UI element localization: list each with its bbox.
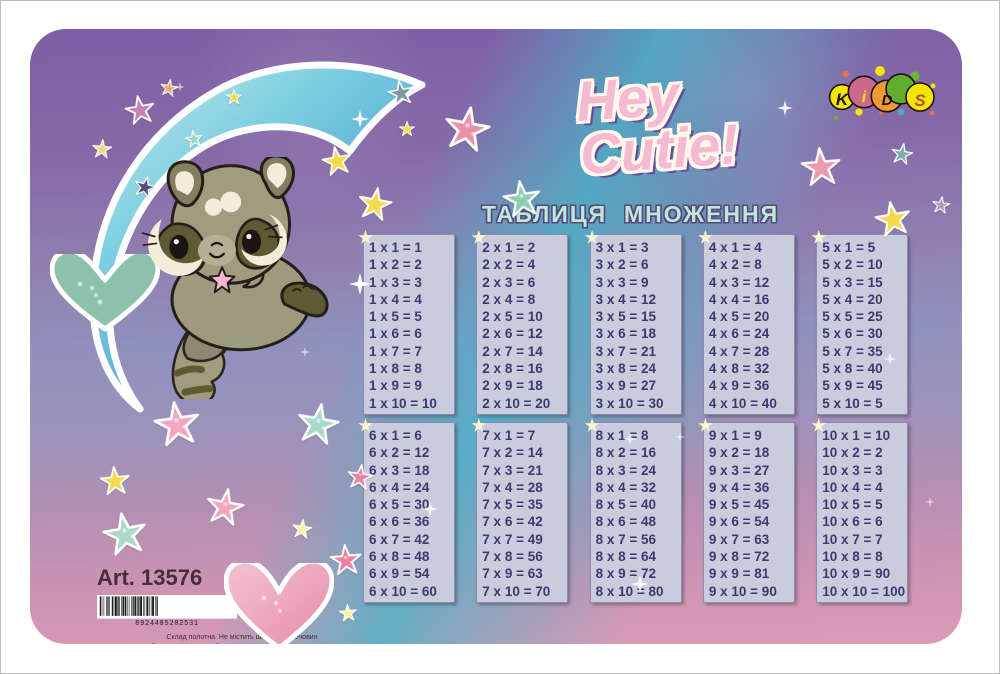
svg-text:S: S <box>914 91 926 110</box>
svg-text:8924485202531: 8924485202531 <box>135 620 199 627</box>
svg-text:K: K <box>836 90 850 109</box>
svg-text:i: i <box>862 89 867 106</box>
svg-text:D: D <box>882 92 893 109</box>
